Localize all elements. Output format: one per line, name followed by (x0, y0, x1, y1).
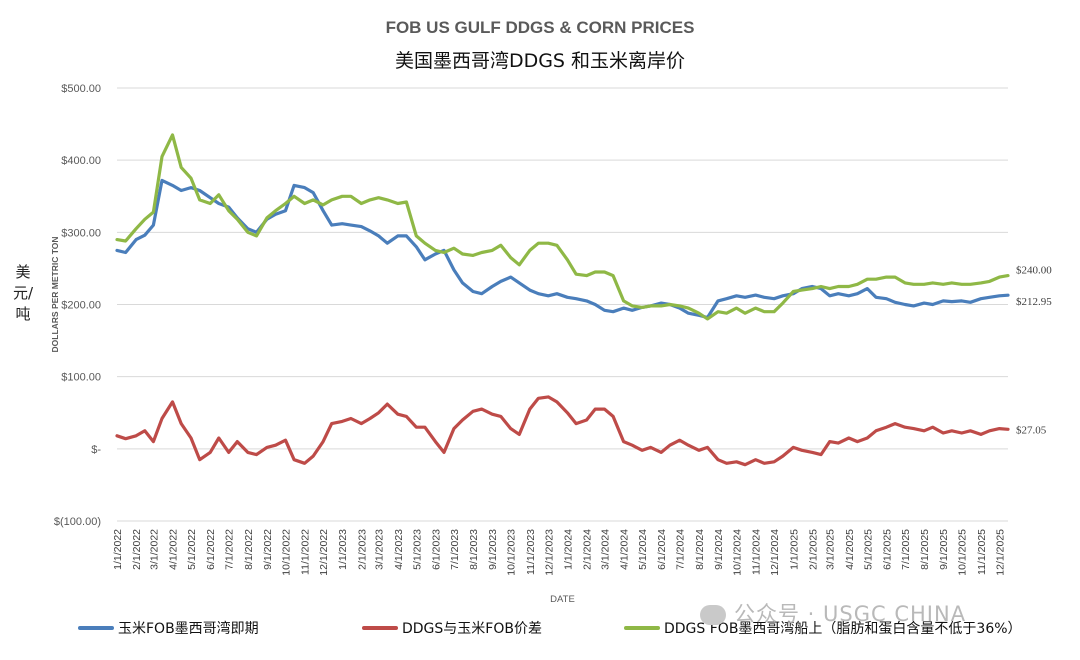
x-tick-label-36: 1/1/2025 (788, 529, 800, 570)
legend-swatch-ddgs (624, 626, 660, 630)
x-tick-label-26: 3/1/2024 (599, 529, 611, 570)
x-tick-label-23: 12/1/2023 (543, 529, 555, 576)
x-tick-label-43: 8/1/2025 (919, 529, 931, 570)
legend-swatch-corn (78, 626, 114, 630)
y-tick-label-6: $(100.00) (54, 516, 101, 528)
unit-label: 美元/吨 (12, 263, 34, 323)
x-tick-label-14: 3/1/2023 (374, 529, 386, 570)
x-tick-label-18: 7/1/2023 (449, 529, 461, 570)
x-tick-label-21: 10/1/2023 (506, 529, 518, 576)
x-tick-label-47: 12/1/2025 (994, 529, 1006, 576)
x-tick-label-40: 5/1/2025 (862, 529, 874, 570)
x-tick-label-34: 11/1/2024 (751, 529, 763, 575)
x-tick-label-44: 9/1/2025 (938, 529, 950, 570)
x-tick-label-29: 6/1/2024 (656, 529, 668, 570)
wechat-icon (700, 605, 726, 625)
legend-swatch-spread (362, 626, 398, 630)
x-tick-label-8: 9/1/2022 (262, 529, 274, 570)
x-tick-label-16: 5/1/2023 (411, 529, 423, 570)
x-tick-label-5: 6/1/2022 (205, 529, 217, 570)
x-tick-label-24: 1/1/2024 (562, 529, 574, 570)
x-tick-label-41: 6/1/2025 (881, 529, 893, 570)
x-tick-label-1: 2/1/2022 (131, 529, 143, 570)
x-tick-label-31: 8/1/2024 (694, 529, 706, 570)
y-axis-title: DOLLARS PER METRIC TON (50, 236, 60, 352)
x-tick-label-32: 9/1/2024 (713, 529, 725, 570)
x-tick-label-9: 10/1/2022 (280, 529, 292, 576)
x-tick-label-2: 3/1/2022 (148, 529, 160, 570)
chart-subtitle: 美国墨西哥湾DDGS 和玉米离岸价 (394, 50, 686, 72)
watermark: 公众号 · USGC CHINA (700, 598, 966, 628)
y-tick-label-4: $100.00 (61, 372, 101, 384)
x-tick-label-17: 6/1/2023 (430, 529, 442, 570)
x-tick-label-35: 12/1/2024 (769, 529, 781, 576)
legend-label-spread: DDGS与玉米FOB价差 (402, 621, 542, 637)
x-tick-label-37: 2/1/2025 (807, 529, 819, 570)
end-label-ddgs: $240.00 (1016, 265, 1052, 277)
legend-item-spread: DDGS与玉米FOB价差 (362, 618, 542, 638)
x-tick-label-30: 7/1/2024 (675, 529, 687, 570)
watermark-text: 公众号 · USGC CHINA (734, 602, 967, 626)
x-tick-label-22: 11/1/2023 (525, 529, 537, 575)
x-tick-label-45: 10/1/2025 (957, 529, 969, 576)
y-tick-label-0: $500.00 (61, 83, 101, 95)
x-tick-label-11: 12/1/2022 (318, 529, 330, 576)
end-label-corn: $212.95 (1016, 296, 1052, 308)
chart-title: FOB US GULF DDGS & CORN PRICES (385, 18, 695, 37)
x-tick-label-0: 1/1/2022 (112, 529, 124, 570)
y-tick-label-3: $200.00 (61, 300, 101, 312)
x-tick-label-46: 11/1/2025 (976, 529, 988, 575)
x-axis-title: DATE (550, 594, 575, 605)
series-line-corn (115, 178, 1010, 320)
x-tick-label-25: 2/1/2024 (582, 529, 594, 570)
x-tick-label-20: 9/1/2023 (487, 529, 499, 570)
x-tick-label-4: 5/1/2022 (186, 529, 198, 570)
x-tick-label-33: 10/1/2024 (732, 529, 744, 576)
y-tick-label-1: $400.00 (61, 155, 101, 167)
x-tick-label-42: 7/1/2025 (900, 529, 912, 570)
series-line-ddgs (115, 133, 1010, 321)
x-tick-label-15: 4/1/2023 (393, 529, 405, 570)
series-line-spread (115, 395, 1010, 467)
x-tick-label-3: 4/1/2022 (168, 529, 180, 570)
x-tick-label-28: 5/1/2024 (637, 529, 649, 570)
x-tick-label-12: 1/1/2023 (337, 529, 349, 570)
x-tick-label-38: 3/1/2025 (825, 529, 837, 570)
legend-item-corn: 玉米FOB墨西哥湾即期 (78, 618, 259, 638)
x-tick-label-7: 8/1/2022 (243, 529, 255, 570)
x-tick-label-19: 8/1/2023 (468, 529, 480, 570)
y-tick-label-2: $300.00 (61, 227, 101, 239)
legend-label-ddgs: DDGS FOB墨西哥湾船上（脂肪和蛋白含量不低于36%） (664, 621, 1022, 637)
x-tick-label-39: 4/1/2025 (844, 529, 856, 570)
y-tick-label-5: $- (91, 444, 101, 456)
legend-label-corn: 玉米FOB墨西哥湾即期 (118, 621, 259, 637)
x-tick-label-27: 4/1/2024 (619, 529, 631, 570)
legend-item-ddgs: DDGS FOB墨西哥湾船上（脂肪和蛋白含量不低于36%） (624, 618, 1022, 638)
end-label-spread: $27.05 (1016, 424, 1047, 436)
x-tick-label-13: 2/1/2023 (356, 529, 368, 570)
x-tick-label-6: 7/1/2022 (224, 529, 236, 570)
x-tick-label-10: 11/1/2022 (300, 529, 312, 575)
